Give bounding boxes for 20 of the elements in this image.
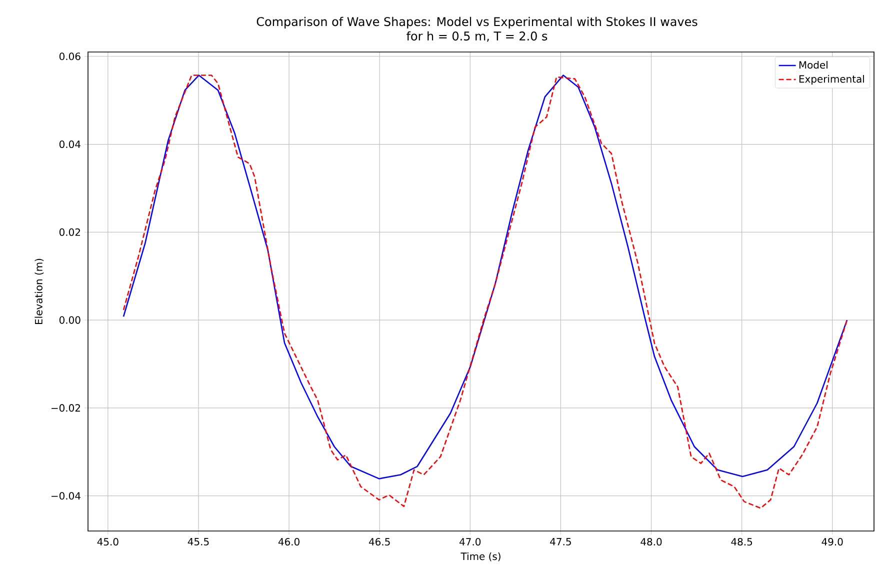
y-tick-label: 0.04 [59,140,80,148]
x-tick-label: 48.0 [640,538,662,546]
y-tick-label: 0.06 [59,52,80,60]
y-tick-label: 0.02 [59,228,80,236]
y-tick-label: −0.04 [52,492,80,500]
x-tick-label: 45.0 [97,538,118,546]
x-tick-label: 46.5 [368,538,390,546]
y-tick-label: −0.02 [52,404,80,412]
legend-label: Experimental [799,75,864,85]
y-tick-label: 0.00 [59,316,80,324]
x-tick-label: 47.0 [460,538,481,546]
x-tick-label: 49.0 [822,538,843,546]
x-tick-label: 46.0 [278,538,300,546]
y-axis-title: Elevation (m) [34,258,44,324]
x-tick-label: 48.5 [731,538,752,546]
x-tick-label: 45.5 [188,538,209,546]
legend-label: Model [799,60,828,69]
chart-title: Comparison of Wave Shapes: Model vs Experimental with Stokes II waves for h = 0.5 m, T = 2.0 s [256,16,698,42]
x-tick-label: 47.5 [550,538,571,546]
x-axis-title: Time (s) [460,552,500,562]
